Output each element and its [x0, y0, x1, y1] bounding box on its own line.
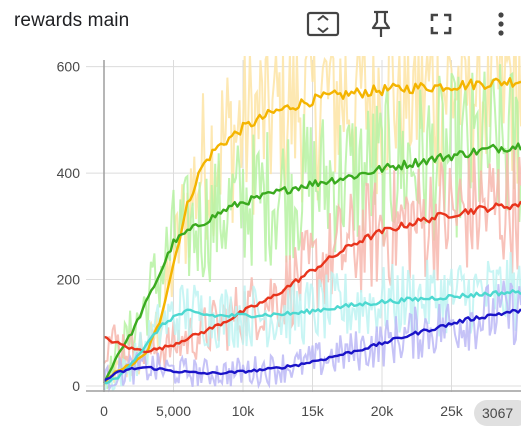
- y-tick-label-0: 0: [72, 378, 80, 394]
- x-tick-label-4: 20k: [371, 403, 395, 419]
- x-tick-label-5: 25k: [440, 403, 464, 419]
- more-vert-icon: [498, 12, 504, 36]
- raw-series-line-1: [103, 64, 521, 390]
- x-tick-label-1: 5,000: [156, 403, 191, 419]
- fit-domain-button[interactable]: [303, 2, 343, 46]
- axes: [86, 60, 521, 392]
- smoothed-series-group: [102, 77, 521, 385]
- raw-series-line-4: [103, 280, 521, 393]
- raw-series-line-0: [103, 52, 521, 387]
- smoothed-series-line-3: [103, 289, 521, 385]
- more-options-button[interactable]: [481, 2, 521, 46]
- raw-series-group: [103, 52, 521, 393]
- pin-icon: [371, 10, 391, 37]
- x-tick-labels: 0 5,000 10k 15k 20k 25k: [100, 403, 464, 419]
- hover-step-label: 3067: [482, 405, 513, 421]
- smoothed-series-line-4: [103, 308, 521, 382]
- y-tick-label-2: 400: [57, 165, 81, 181]
- fullscreen-button[interactable]: [421, 2, 461, 46]
- x-tick-label-2: 10k: [232, 403, 256, 419]
- y-tick-label-3: 600: [57, 59, 81, 75]
- smoothed-series-line-0: [103, 77, 521, 384]
- fit-domain-icon: [306, 11, 340, 37]
- card-title: rewards main: [14, 10, 130, 31]
- line-chart[interactable]: 0 200 400 600 0 5,000 10k 15k 20k 25k 3067: [0, 52, 521, 430]
- x-tick-label-3: 15k: [301, 403, 325, 419]
- fullscreen-icon: [430, 13, 452, 35]
- y-tick-labels: 0 200 400 600: [57, 59, 81, 394]
- chart-area[interactable]: 0 200 400 600 0 5,000 10k 15k 20k 25k 3067: [0, 52, 521, 430]
- pin-button[interactable]: [361, 2, 401, 46]
- hover-step-badge: 3067: [474, 400, 521, 426]
- smoothed-series-line-2: [103, 200, 521, 354]
- smoothed-series-line-1: [102, 142, 521, 384]
- x-tick-label-0: 0: [100, 403, 108, 419]
- y-tick-label-1: 200: [57, 272, 81, 288]
